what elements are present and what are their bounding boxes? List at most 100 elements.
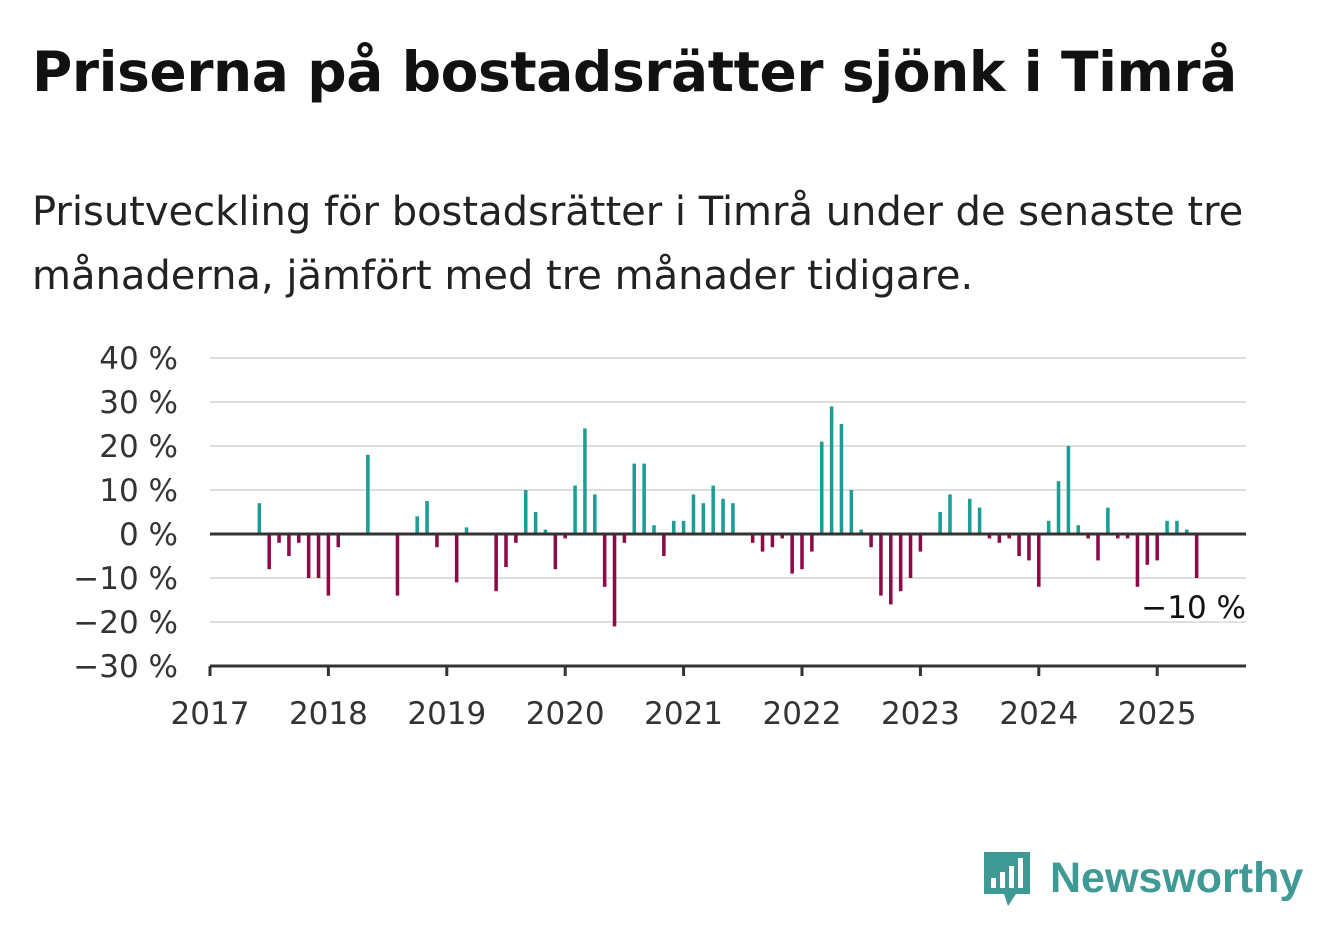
x-tick-label: 2023 [881, 696, 960, 732]
bar [869, 534, 873, 548]
bar [849, 490, 854, 534]
bar [721, 498, 725, 534]
bar [395, 534, 400, 596]
bar [1175, 520, 1179, 534]
bar [435, 534, 439, 548]
y-tick-label: −10 % [73, 561, 178, 597]
bar [760, 534, 765, 552]
bar [1066, 446, 1071, 534]
bar [336, 534, 341, 548]
annotations: −10 % [1138, 587, 1249, 629]
bar [918, 534, 923, 552]
bar [277, 534, 281, 543]
bar [967, 498, 972, 534]
axes [210, 532, 1246, 668]
bar [987, 534, 992, 539]
bar [454, 534, 459, 583]
bar [1017, 534, 1021, 556]
bar [1115, 534, 1120, 539]
bar [1007, 534, 1011, 539]
y-tick-label: 0 % [119, 517, 178, 553]
bar [938, 512, 942, 534]
x-tick-label: 2021 [644, 696, 723, 732]
chart-subtitle: Prisutveckling för bostadsrätter i Timrå… [32, 189, 1244, 299]
bar [425, 501, 429, 534]
y-tick-label: 20 % [99, 429, 178, 465]
chart-title: Priserna på bostadsrätter sjönk i Timrå [32, 40, 1237, 104]
bar [652, 525, 656, 534]
bar [898, 534, 903, 592]
bar [681, 520, 686, 534]
bar [701, 503, 706, 534]
bar [287, 534, 291, 556]
bar [908, 534, 913, 578]
x-tick-label: 2020 [526, 696, 605, 732]
bar [1145, 534, 1150, 565]
bar [642, 463, 646, 534]
bar [1135, 534, 1140, 587]
bar [622, 534, 627, 543]
bar [563, 534, 567, 539]
y-tick-label: 40 % [99, 341, 178, 377]
x-tick-label: 2019 [407, 696, 486, 732]
bar [997, 534, 1002, 543]
y-axis-tick-labels: 40 % 30 % 20 % 10 % 0 % −10 % −20 % −30 % [73, 341, 178, 685]
newsworthy-logo-text: Newsworthy [1050, 854, 1304, 902]
bar [553, 534, 558, 570]
bar [780, 534, 785, 539]
bar [1086, 534, 1090, 539]
grid-lines [210, 357, 1246, 623]
x-tick-label: 2025 [1118, 696, 1197, 732]
bar [316, 534, 321, 578]
bar [326, 534, 331, 596]
x-tick-label: 2017 [171, 696, 250, 732]
bar [800, 534, 804, 570]
bar [366, 454, 370, 534]
bar [810, 534, 814, 552]
bar [839, 424, 844, 534]
bar [889, 534, 893, 605]
bar [662, 534, 666, 556]
bar [1096, 534, 1100, 561]
newsworthy-logo-icon [984, 852, 1030, 906]
bar [1125, 534, 1130, 539]
x-tick-label: 2024 [999, 696, 1078, 732]
bar [1194, 534, 1199, 578]
bar [257, 503, 262, 534]
bar [1056, 481, 1061, 534]
bar [731, 503, 735, 534]
bar [977, 507, 982, 534]
bar [297, 534, 301, 543]
bar [948, 494, 952, 534]
bar [464, 527, 469, 534]
y-tick-label: 30 % [99, 385, 178, 421]
bar [514, 534, 518, 543]
bar [1155, 534, 1159, 561]
bar [583, 428, 587, 534]
bar [593, 494, 597, 534]
bar [819, 441, 824, 534]
bar [859, 529, 863, 534]
bar [632, 463, 637, 534]
newsworthy-logo: Newsworthy [980, 848, 1304, 912]
bar [1106, 507, 1110, 534]
bar-chart: 40 %30 %20 %10 %0 %−10 %−20 %−30 % 2017 2… [73, 341, 1249, 732]
bar [533, 512, 538, 534]
bar [671, 520, 676, 534]
bar [602, 534, 607, 587]
last-value-label: −10 % [1141, 590, 1246, 626]
bar [523, 490, 528, 534]
bar [306, 534, 311, 578]
bar [1046, 520, 1051, 534]
bar [573, 485, 577, 534]
y-tick-label: 10 % [99, 473, 178, 509]
bar [879, 534, 883, 596]
x-tick-label: 2022 [763, 696, 842, 732]
bar [691, 494, 696, 534]
bar [711, 485, 715, 534]
bar [1037, 534, 1041, 587]
bar [1076, 525, 1081, 534]
bar [543, 529, 548, 534]
bar [504, 534, 508, 567]
bars [257, 406, 1199, 627]
